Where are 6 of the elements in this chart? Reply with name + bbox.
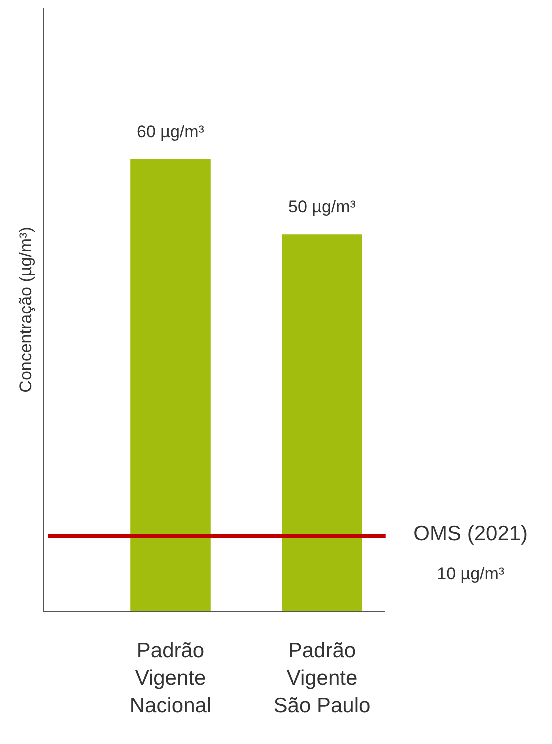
data-label: 60 µg/m³ [137, 122, 205, 142]
x-tick-label: Padrão Vigente São Paulo [274, 640, 371, 718]
y-axis-title: Concentração (µg/m³) [16, 227, 36, 393]
ref-line-label: OMS (2021) 10 µg/m³ [414, 522, 528, 584]
data-label: 50 µg/m³ [288, 198, 356, 217]
x-tick-label: Padrão Vigente Nacional [130, 640, 212, 718]
